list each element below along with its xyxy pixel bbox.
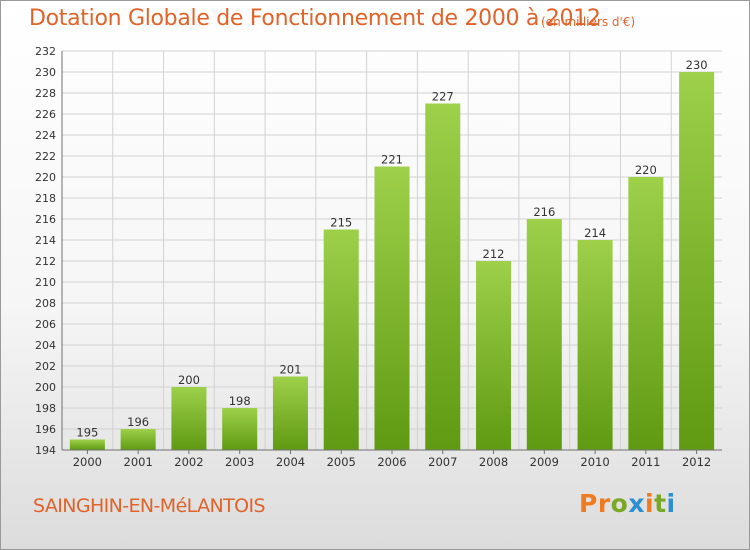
logo-letter: x: [628, 489, 645, 518]
y-tick-label: 210: [35, 276, 56, 289]
data-label: 198: [229, 394, 251, 408]
x-tick-label: 2005: [327, 455, 356, 469]
x-tick-label: 2009: [530, 455, 559, 469]
y-tick-label: 208: [35, 297, 56, 310]
data-label: 200: [178, 373, 200, 387]
x-tick-label: 2007: [428, 455, 457, 469]
y-tick-label: 196: [35, 423, 56, 436]
bar: [374, 166, 410, 450]
x-tick-label: 2012: [682, 455, 711, 469]
data-label: 220: [635, 163, 657, 177]
bar: [171, 387, 207, 450]
y-tick-label: 228: [35, 87, 56, 100]
y-tick-label: 230: [35, 66, 56, 79]
data-label: 215: [330, 216, 352, 230]
x-tick-label: 2001: [124, 455, 153, 469]
logo-letter: i: [645, 489, 655, 518]
y-tick-label: 232: [35, 45, 56, 58]
proxiti-logo: Proxiti: [579, 489, 676, 518]
data-label: 230: [686, 58, 708, 72]
logo-letter: P: [579, 489, 598, 518]
y-tick-label: 220: [35, 171, 56, 184]
data-label: 201: [279, 363, 301, 377]
bar: [425, 103, 461, 450]
y-tick-label: 194: [35, 444, 56, 457]
y-tick-label: 218: [35, 192, 56, 205]
data-label: 196: [127, 415, 149, 429]
x-tick-label: 2002: [174, 455, 203, 469]
x-tick-label: 2006: [377, 455, 406, 469]
data-label: 214: [584, 226, 606, 240]
y-tick-label: 202: [35, 360, 56, 373]
data-label: 227: [432, 90, 454, 104]
data-label: 212: [483, 247, 505, 261]
y-tick-label: 204: [35, 339, 56, 352]
y-tick-label: 222: [35, 150, 56, 163]
data-label: 221: [381, 153, 403, 167]
chart-title: Dotation Globale de Fonctionnement de 20…: [29, 6, 601, 31]
y-tick-label: 224: [35, 129, 56, 142]
logo-letter: o: [610, 489, 629, 518]
bar: [628, 177, 664, 450]
x-tick-label: 2000: [73, 455, 102, 469]
y-tick-label: 226: [35, 108, 56, 121]
bar: [69, 439, 105, 450]
logo-letter: t: [654, 489, 667, 518]
bar: [272, 376, 308, 450]
logo-letter: i: [666, 489, 676, 518]
y-tick-label: 216: [35, 213, 56, 226]
x-tick-label: 2011: [631, 455, 660, 469]
bar: [323, 229, 359, 450]
bar: [120, 429, 156, 450]
y-tick-label: 200: [35, 381, 56, 394]
y-tick-label: 212: [35, 255, 56, 268]
bars: [69, 72, 715, 450]
chart-unit: (en milliers d'€): [541, 15, 636, 29]
commune-name: SAINGHIN-EN-MéLANTOIS: [33, 495, 266, 517]
bar: [679, 72, 715, 450]
bar: [476, 261, 512, 450]
y-tick-label: 214: [35, 234, 56, 247]
x-tick-label: 2010: [580, 455, 609, 469]
x-tick-label: 2004: [276, 455, 305, 469]
x-tick-label: 2008: [479, 455, 508, 469]
bar: [526, 219, 562, 450]
logo-letter: r: [597, 489, 611, 518]
y-tick-label: 206: [35, 318, 56, 331]
y-tick-label: 198: [35, 402, 56, 415]
data-label: 195: [76, 426, 98, 440]
labels: 194 196 198 200 202 204 206 208 210 212 214 216 218 2…: [35, 45, 711, 469]
axes: [61, 51, 722, 454]
data-label: 216: [533, 205, 555, 219]
bar: [577, 240, 613, 450]
x-tick-label: 2003: [225, 455, 254, 469]
bar: [222, 408, 258, 450]
